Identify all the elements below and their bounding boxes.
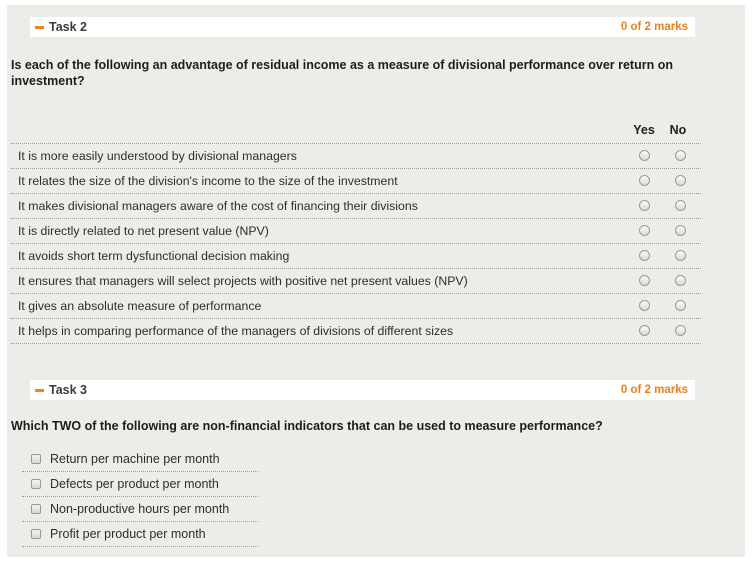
option-row[interactable]: Return per machine per month xyxy=(22,447,258,472)
table-row: It gives an absolute measure of performa… xyxy=(11,294,701,319)
task-2-marks-badge: 0 of 2 marks xyxy=(620,21,688,33)
row-label: It makes divisional managers aware of th… xyxy=(18,199,418,213)
option-label: Non-productive hours per month xyxy=(50,502,230,516)
collapse-minus-icon[interactable] xyxy=(35,25,44,29)
table-row: It relates the size of the division's in… xyxy=(11,169,701,194)
option-row[interactable]: Non-productive hours per month xyxy=(22,497,258,522)
row-label: It gives an absolute measure of performa… xyxy=(18,299,262,313)
radio-no[interactable] xyxy=(675,200,686,211)
radio-no[interactable] xyxy=(675,150,686,161)
option-label: Return per machine per month xyxy=(50,452,220,466)
task-3-header: Task 3 0 of 2 marks xyxy=(30,380,695,400)
row-label: It is directly related to net present va… xyxy=(18,224,269,238)
column-header-yes: Yes xyxy=(633,123,655,137)
radio-yes[interactable] xyxy=(639,175,650,186)
task-3-title: Task 3 xyxy=(49,383,87,397)
checkbox-option-list: Return per machine per month Defects per… xyxy=(22,447,258,547)
radio-no[interactable] xyxy=(675,225,686,236)
option-row[interactable]: Defects per product per month xyxy=(22,472,258,497)
option-label: Profit per product per month xyxy=(50,527,206,541)
radio-yes[interactable] xyxy=(639,150,650,161)
radio-yes[interactable] xyxy=(639,200,650,211)
checkbox[interactable] xyxy=(31,454,41,464)
radio-yes[interactable] xyxy=(639,300,650,311)
task-3-header-left: Task 3 xyxy=(35,383,87,397)
radio-no[interactable] xyxy=(675,325,686,336)
radio-no[interactable] xyxy=(675,250,686,261)
row-label: It ensures that managers will select pro… xyxy=(18,274,468,288)
table-row: It is directly related to net present va… xyxy=(11,219,701,244)
yes-no-table: It is more easily understood by division… xyxy=(11,143,701,344)
row-label: It relates the size of the division's in… xyxy=(18,174,398,188)
task-2-question: Is each of the following an advantage of… xyxy=(11,58,673,88)
checkbox[interactable] xyxy=(31,529,41,539)
table-row: It helps in comparing performance of the… xyxy=(11,319,701,344)
option-row[interactable]: Profit per product per month xyxy=(22,522,258,547)
task-2-header: Task 2 0 of 2 marks xyxy=(30,17,695,37)
table-row: It makes divisional managers aware of th… xyxy=(11,194,701,219)
checkbox[interactable] xyxy=(31,504,41,514)
row-label: It is more easily understood by division… xyxy=(18,149,297,163)
task-2-header-left: Task 2 xyxy=(35,20,87,34)
task-3-marks-badge: 0 of 2 marks xyxy=(620,384,688,396)
row-label: It helps in comparing performance of the… xyxy=(18,324,454,338)
table-row: It ensures that managers will select pro… xyxy=(11,269,701,294)
column-header-no: No xyxy=(669,123,687,137)
checkbox[interactable] xyxy=(31,479,41,489)
task-2-title: Task 2 xyxy=(49,20,87,34)
radio-no[interactable] xyxy=(675,300,686,311)
radio-yes[interactable] xyxy=(639,325,650,336)
radio-yes[interactable] xyxy=(639,250,650,261)
radio-no[interactable] xyxy=(675,175,686,186)
table-row: It avoids short term dysfunctional decis… xyxy=(11,244,701,269)
radio-yes[interactable] xyxy=(639,275,650,286)
option-label: Defects per product per month xyxy=(50,477,219,491)
radio-no[interactable] xyxy=(675,275,686,286)
task-3-question: Which TWO of the following are non-finan… xyxy=(11,419,603,433)
table-row: It is more easily understood by division… xyxy=(11,144,701,169)
yes-no-column-headers: Yes No xyxy=(7,123,707,139)
quiz-content-panel: Task 2 0 of 2 marks Is each of the follo… xyxy=(7,5,745,557)
radio-yes[interactable] xyxy=(639,225,650,236)
row-label: It avoids short term dysfunctional decis… xyxy=(18,249,290,263)
collapse-minus-icon[interactable] xyxy=(35,388,44,392)
